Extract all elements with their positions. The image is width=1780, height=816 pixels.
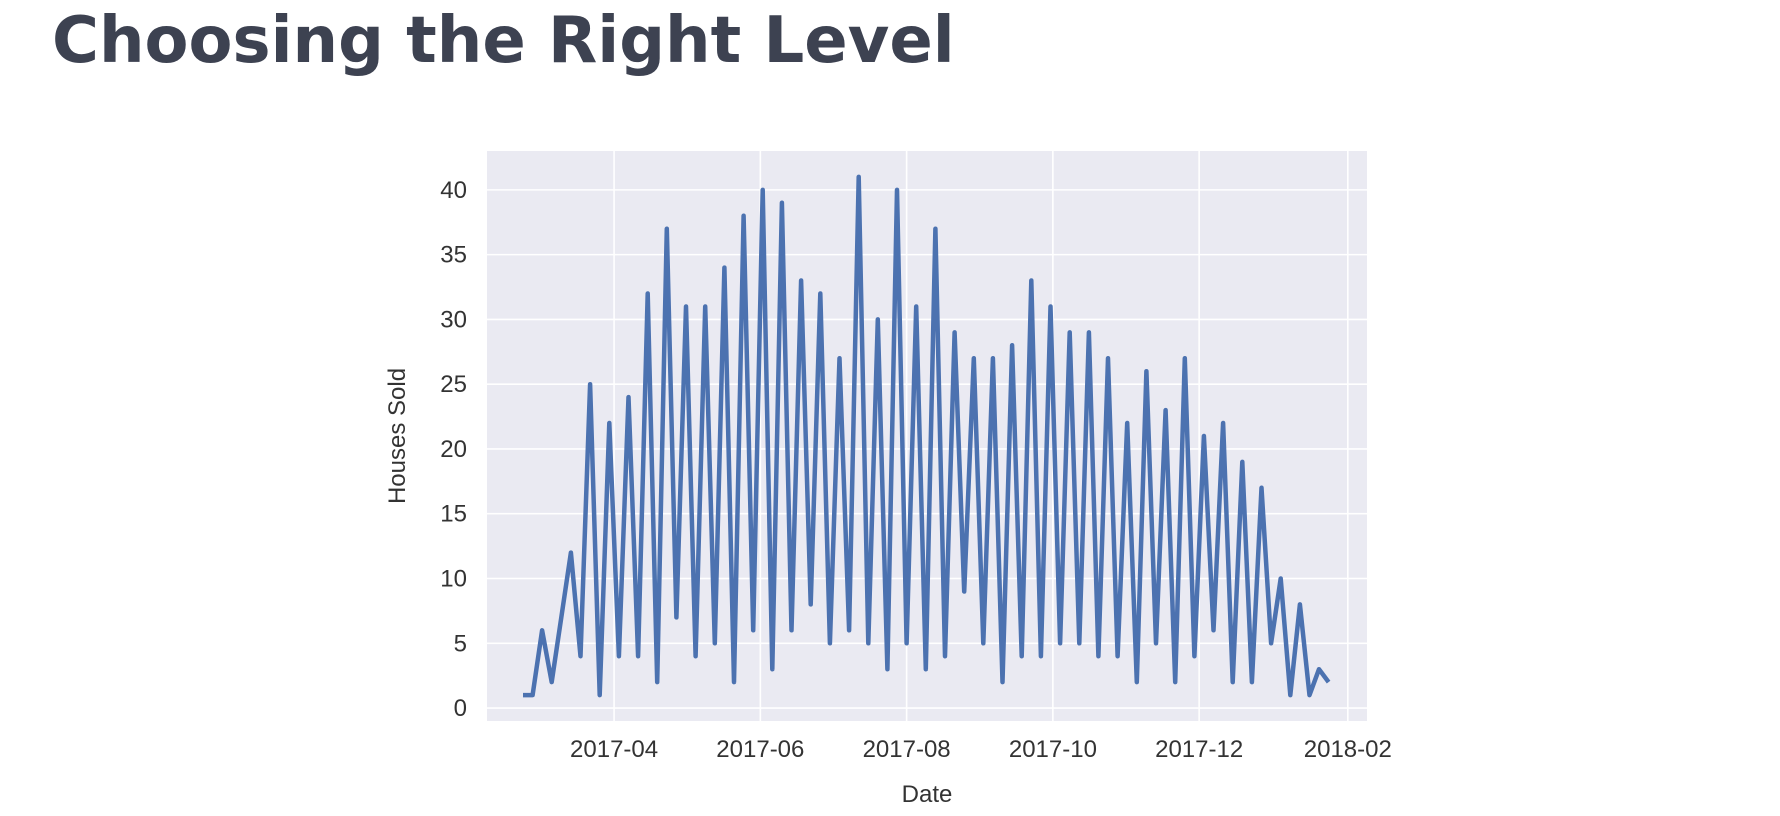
- y-tick-label: 40: [440, 177, 467, 204]
- y-tick-label: 20: [440, 436, 467, 463]
- y-tick-label: 5: [454, 630, 467, 657]
- y-axis-label: Houses Sold: [384, 368, 411, 504]
- y-tick-label: 10: [440, 566, 467, 593]
- y-tick-label: 30: [440, 306, 467, 333]
- x-tick-label: 2018-02: [1304, 736, 1392, 763]
- y-tick-label: 35: [440, 242, 467, 269]
- x-axis-label: Date: [902, 781, 953, 808]
- x-tick-label: 2017-04: [570, 736, 658, 763]
- y-tick-label: 15: [440, 501, 467, 528]
- y-tick-label: 25: [440, 371, 467, 398]
- data-line: [523, 174, 1331, 698]
- x-tick-label: 2017-12: [1155, 736, 1243, 763]
- x-tick-label: 2017-06: [716, 736, 804, 763]
- slide-title: Choosing the Right Level: [52, 4, 955, 78]
- y-tick-label: 0: [454, 695, 467, 722]
- x-tick-label: 2017-08: [863, 736, 951, 763]
- x-tick-label: 2017-10: [1009, 736, 1097, 763]
